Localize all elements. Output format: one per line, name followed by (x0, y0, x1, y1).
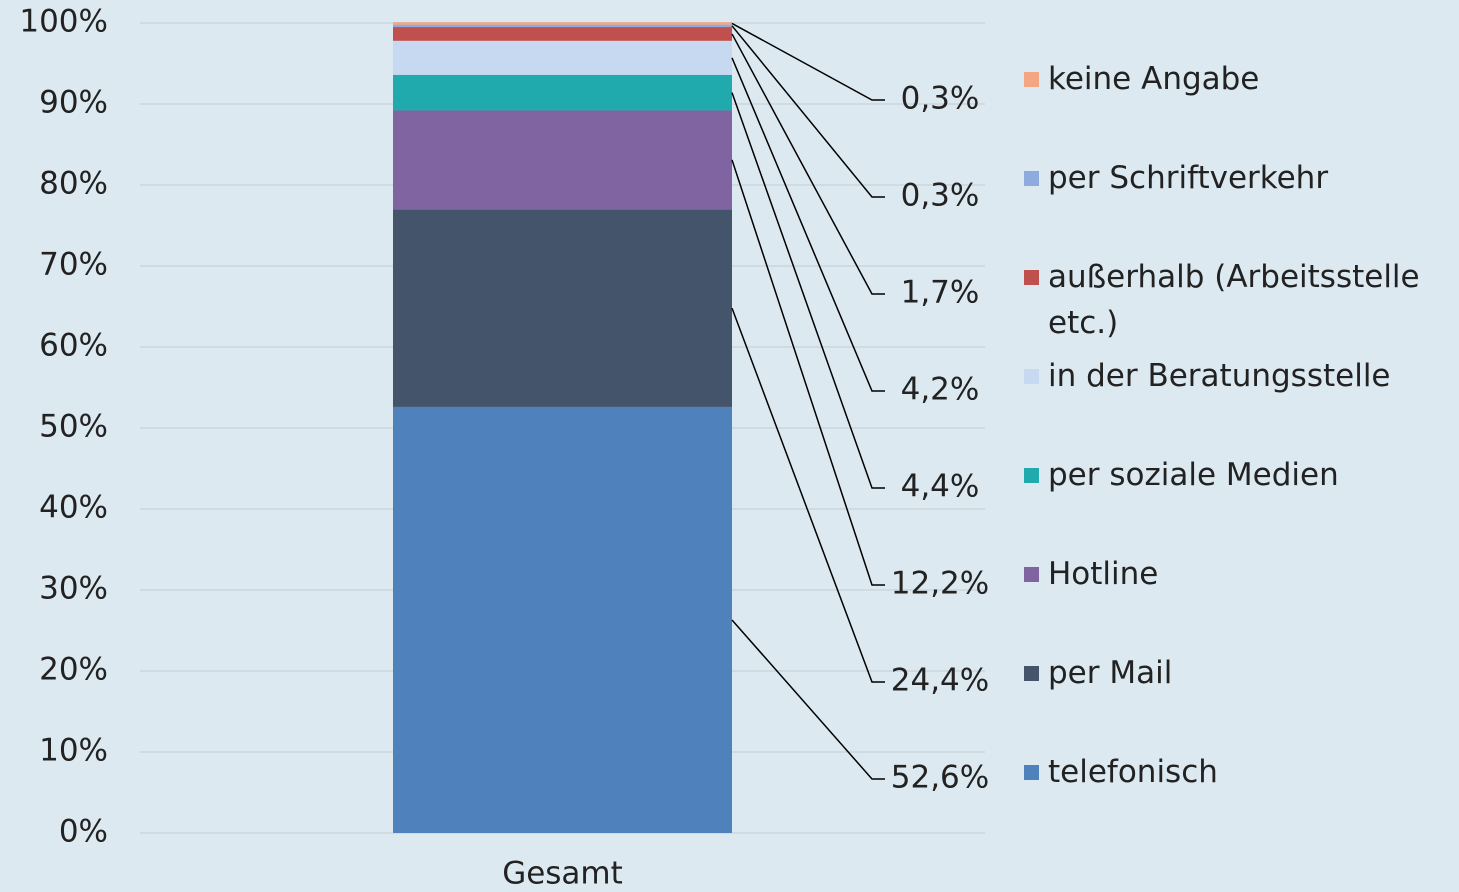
data-label: 4,2% (901, 372, 980, 408)
legend-item: telefonisch (1024, 749, 1456, 795)
legend-swatch (1024, 765, 1039, 780)
leader-line (731, 22, 885, 101)
leader-line (731, 25, 885, 198)
legend-label: per Mail (1048, 655, 1173, 691)
legend-swatch (1024, 567, 1039, 582)
legend-item: in der Beratungsstelle (1024, 353, 1456, 399)
bar-segment (393, 74, 732, 111)
y-tick-label: 70% (39, 247, 108, 283)
data-label: 0,3% (901, 178, 980, 214)
legend-swatch (1024, 171, 1039, 186)
y-tick-label: 80% (39, 166, 108, 202)
legend-label: außerhalb (Arbeitsstelle etc.) (1048, 259, 1420, 341)
legend-swatch (1024, 468, 1039, 483)
legend-item: Hotline (1024, 551, 1456, 597)
legend-item: keine Angabe (1024, 56, 1456, 102)
leader-line (731, 33, 885, 295)
legend-label: keine Angabe (1048, 61, 1260, 97)
leader-line (731, 619, 885, 780)
bar-segment (393, 110, 732, 210)
y-tick-label: 0% (59, 814, 108, 850)
data-label: 0,3% (901, 81, 980, 117)
legend-label: per soziale Medien (1048, 457, 1339, 493)
x-tick-label: Gesamt (502, 856, 623, 892)
data-label: 24,4% (891, 663, 989, 699)
bar-segment (393, 406, 732, 833)
legend-swatch (1024, 72, 1039, 87)
data-label: 1,7% (901, 275, 980, 311)
leader-line (731, 57, 885, 392)
data-label: 4,4% (901, 469, 980, 505)
legend-label: Hotline (1048, 556, 1159, 592)
bar-segment (393, 40, 732, 75)
y-tick-label: 10% (39, 733, 108, 769)
legend-item: per soziale Medien (1024, 452, 1456, 498)
y-tick-label: 40% (39, 490, 108, 526)
leader-line (731, 307, 885, 683)
legend-item: per Mail (1024, 650, 1456, 696)
leader-line (731, 159, 885, 586)
y-tick-label: 100% (19, 4, 108, 40)
legend-label: telefonisch (1048, 754, 1218, 790)
legend-item: außerhalb (Arbeitsstelle etc.) (1024, 254, 1456, 346)
y-tick-label: 30% (39, 571, 108, 607)
y-tick-label: 60% (39, 328, 108, 364)
bar-segment (393, 22, 732, 25)
legend-label: per Schriftverkehr (1048, 160, 1329, 196)
data-label: 52,6% (891, 760, 989, 796)
y-tick-label: 20% (39, 652, 108, 688)
bar-segment (393, 27, 732, 41)
bar-segment (393, 209, 732, 407)
bar-segment (393, 24, 732, 28)
legend-swatch (1024, 369, 1039, 384)
y-tick-label: 90% (39, 85, 108, 121)
legend-label: in der Beratungsstelle (1048, 358, 1391, 394)
leader-line (731, 92, 885, 489)
legend-item: per Schriftverkehr (1024, 155, 1456, 201)
legend-swatch (1024, 666, 1039, 681)
y-tick-label: 50% (39, 409, 108, 445)
legend-swatch (1024, 270, 1039, 285)
data-label: 12,2% (891, 566, 989, 602)
